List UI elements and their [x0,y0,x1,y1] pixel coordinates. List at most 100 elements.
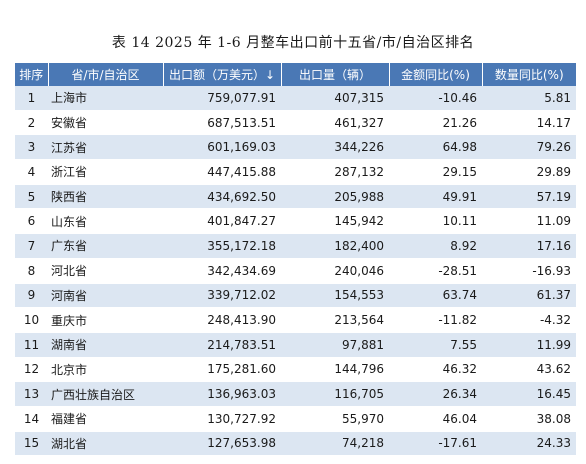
cell-rank: 14 [15,406,48,432]
cell-rank: 11 [15,332,48,358]
cell-export-value: 136,963.03 [163,381,281,407]
cell-volume-yoy: -4.32 [482,307,576,333]
cell-value-yoy: 26.34 [389,381,482,407]
header-value-yoy[interactable]: 金额同比(%) [389,63,483,86]
cell-rank: 12 [15,357,48,383]
cell-province: 福建省 [48,406,163,432]
table-row: 15 湖北省 127,653.98 74,218 -17.61 24.33 [15,431,576,457]
cell-export-volume: 74,218 [281,431,389,457]
table-row: 4 浙江省 447,415.88 287,132 29.15 29.89 [15,159,576,185]
table-row: 13 广西壮族自治区 136,963.03 116,705 26.34 16.45 [15,381,576,407]
cell-rank: 10 [15,307,48,333]
cell-rank: 8 [15,258,48,284]
table-row: 2 安徽省 687,513.51 461,327 21.26 14.17 [15,110,576,136]
cell-export-value: 342,434.69 [163,258,281,284]
cell-volume-yoy: 79.26 [482,134,576,161]
cell-export-volume: 213,564 [281,307,389,333]
header-volume-yoy[interactable]: 数量同比(%) [482,63,576,86]
cell-volume-yoy: 11.99 [482,332,576,358]
cell-province: 广东省 [48,233,163,259]
cell-export-value: 214,783.51 [163,332,281,358]
cell-export-volume: 287,132 [281,159,389,185]
cell-province: 江苏省 [48,134,163,161]
cell-export-value: 355,172.18 [163,233,281,259]
header-row: 排序 省/市/自治区 出口额（万美元）↓ 出口量（辆） 金额同比(%) 数量同比… [15,63,576,86]
cell-province: 重庆市 [48,307,163,333]
cell-export-value: 401,847.27 [163,208,281,235]
cell-value-yoy: -11.82 [389,307,482,333]
cell-rank: 1 [15,86,48,111]
cell-province: 山东省 [48,208,163,235]
cell-value-yoy: 49.91 [389,184,482,210]
cell-export-value: 601,169.03 [163,134,281,161]
cell-export-value: 434,692.50 [163,184,281,210]
header-rank[interactable]: 排序 [15,63,49,86]
cell-export-volume: 144,796 [281,357,389,383]
cell-export-volume: 55,970 [281,406,389,432]
cell-export-volume: 240,046 [281,258,389,284]
cell-volume-yoy: 17.16 [482,233,576,259]
cell-export-value: 447,415.88 [163,159,281,185]
cell-value-yoy: 46.32 [389,357,482,383]
cell-export-volume: 182,400 [281,233,389,259]
cell-rank: 5 [15,184,48,210]
table-body: 1 上海市 759,077.91 407,315 -10.46 5.81 2 安徽省 687,5… [15,86,576,457]
cell-volume-yoy: 57.19 [482,184,576,210]
cell-value-yoy: 64.98 [389,134,482,161]
cell-value-yoy: 10.11 [389,208,482,235]
cell-province: 上海市 [48,86,163,111]
cell-value-yoy: -10.46 [389,86,482,111]
cell-volume-yoy: 11.09 [482,208,576,235]
cell-volume-yoy: 5.81 [482,86,576,111]
cell-province: 安徽省 [48,110,163,136]
cell-export-volume: 116,705 [281,381,389,407]
cell-export-value: 127,653.98 [163,431,281,457]
cell-export-value: 248,413.90 [163,307,281,333]
cell-volume-yoy: 24.33 [482,431,576,457]
table-row: 14 福建省 130,727.92 55,970 46.04 38.08 [15,406,576,432]
cell-export-volume: 344,226 [281,134,389,161]
cell-export-value: 339,712.02 [163,283,281,309]
table-row: 6 山东省 401,847.27 145,942 10.11 11.09 [15,208,576,235]
cell-volume-yoy: 61.37 [482,283,576,309]
cell-rank: 4 [15,159,48,185]
cell-value-yoy: 21.26 [389,110,482,136]
table-title: 表 14 2025 年 1-6 月整车出口前十五省/市/自治区排名 [111,35,475,51]
table-row: 8 河北省 342,434.69 240,046 -28.51 -16.93 [15,258,576,284]
cell-export-value: 759,077.91 [163,86,281,111]
cell-rank: 2 [15,110,48,136]
cell-value-yoy: 7.55 [389,332,482,358]
cell-export-value: 175,281.60 [163,357,281,383]
cell-export-volume: 97,881 [281,332,389,358]
cell-export-volume: 461,327 [281,110,389,136]
header-export-volume[interactable]: 出口量（辆） [281,63,390,86]
cell-volume-yoy: -16.93 [482,258,576,284]
cell-volume-yoy: 29.89 [482,159,576,185]
cell-value-yoy: -17.61 [389,431,482,457]
cell-volume-yoy: 14.17 [482,110,576,136]
table-row: 7 广东省 355,172.18 182,400 8.92 17.16 [15,233,576,259]
cell-rank: 9 [15,283,48,309]
cell-value-yoy: 46.04 [389,406,482,432]
table-row: 9 河南省 339,712.02 154,553 63.74 61.37 [15,283,576,309]
cell-province: 河南省 [48,283,163,309]
cell-volume-yoy: 16.45 [482,381,576,407]
cell-value-yoy: 8.92 [389,233,482,259]
table-header: 排序 省/市/自治区 出口额（万美元）↓ 出口量（辆） 金额同比(%) 数量同比… [15,63,576,86]
cell-province: 广西壮族自治区 [48,381,163,407]
cell-province: 北京市 [48,357,163,383]
cell-rank: 7 [15,233,48,259]
table-row: 5 陕西省 434,692.50 205,988 49.91 57.19 [15,184,576,210]
cell-export-value: 687,513.51 [163,110,281,136]
table-row: 10 重庆市 248,413.90 213,564 -11.82 -4.32 [15,307,576,333]
table-row: 11 湖南省 214,783.51 97,881 7.55 11.99 [15,332,576,358]
header-province[interactable]: 省/市/自治区 [48,63,164,86]
cell-value-yoy: 29.15 [389,159,482,185]
cell-province: 河北省 [48,258,163,284]
table-row: 1 上海市 759,077.91 407,315 -10.46 5.81 [15,86,576,111]
header-export-value[interactable]: 出口额（万美元）↓ [163,63,282,86]
cell-province: 陕西省 [48,184,163,210]
cell-value-yoy: -28.51 [389,258,482,284]
table-row: 12 北京市 175,281.60 144,796 46.32 43.62 [15,357,576,383]
cell-rank: 3 [15,134,48,161]
